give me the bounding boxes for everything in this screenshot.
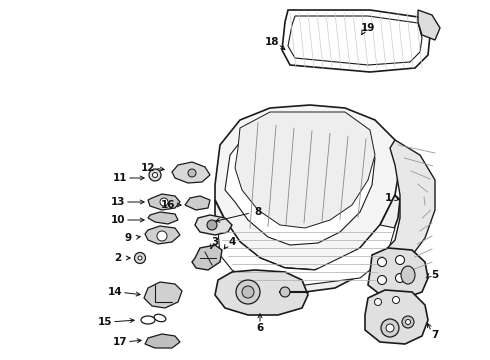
Polygon shape xyxy=(365,290,428,344)
Text: 1: 1 xyxy=(384,193,392,203)
Ellipse shape xyxy=(141,316,155,324)
Text: 2: 2 xyxy=(114,253,122,263)
Circle shape xyxy=(381,319,399,337)
Circle shape xyxy=(386,324,394,332)
Polygon shape xyxy=(368,248,428,298)
Polygon shape xyxy=(148,212,178,224)
Polygon shape xyxy=(148,194,180,210)
Ellipse shape xyxy=(401,266,415,284)
Text: 3: 3 xyxy=(211,237,219,247)
Polygon shape xyxy=(195,215,232,235)
Polygon shape xyxy=(145,334,180,348)
Circle shape xyxy=(377,257,387,266)
Polygon shape xyxy=(185,196,210,210)
Polygon shape xyxy=(192,245,222,270)
Ellipse shape xyxy=(154,314,166,322)
Text: 4: 4 xyxy=(228,237,236,247)
Circle shape xyxy=(134,252,146,264)
Circle shape xyxy=(188,169,196,177)
Circle shape xyxy=(374,298,382,306)
Text: 12: 12 xyxy=(141,163,155,173)
Circle shape xyxy=(395,274,405,283)
Text: 15: 15 xyxy=(98,317,112,327)
Circle shape xyxy=(406,320,411,324)
Circle shape xyxy=(160,198,168,206)
Polygon shape xyxy=(225,118,375,245)
Text: 11: 11 xyxy=(113,173,127,183)
Text: 9: 9 xyxy=(124,233,131,243)
Text: 14: 14 xyxy=(108,287,122,297)
Circle shape xyxy=(236,280,260,304)
Text: 8: 8 xyxy=(254,207,262,217)
Polygon shape xyxy=(235,112,375,228)
Circle shape xyxy=(395,256,405,265)
Text: 17: 17 xyxy=(113,337,127,347)
Polygon shape xyxy=(418,10,440,40)
Circle shape xyxy=(149,169,161,181)
Polygon shape xyxy=(215,270,308,315)
Text: 13: 13 xyxy=(111,197,125,207)
Circle shape xyxy=(207,220,217,230)
Circle shape xyxy=(152,172,157,177)
Polygon shape xyxy=(218,220,395,285)
Polygon shape xyxy=(378,140,435,270)
Circle shape xyxy=(138,256,142,260)
Polygon shape xyxy=(145,226,180,244)
Polygon shape xyxy=(172,162,210,183)
Polygon shape xyxy=(215,195,400,292)
Circle shape xyxy=(392,297,399,303)
Polygon shape xyxy=(144,282,182,308)
Text: 16: 16 xyxy=(161,200,175,210)
Circle shape xyxy=(402,316,414,328)
Circle shape xyxy=(242,286,254,298)
Text: 6: 6 xyxy=(256,323,264,333)
Text: 5: 5 xyxy=(431,270,439,280)
Text: 10: 10 xyxy=(111,215,125,225)
Polygon shape xyxy=(282,10,430,72)
Text: 7: 7 xyxy=(431,330,439,340)
Circle shape xyxy=(280,287,290,297)
Polygon shape xyxy=(215,105,400,270)
Polygon shape xyxy=(288,16,422,65)
Text: 19: 19 xyxy=(361,23,375,33)
Circle shape xyxy=(157,231,167,241)
Text: 18: 18 xyxy=(265,37,279,47)
Circle shape xyxy=(377,275,387,284)
